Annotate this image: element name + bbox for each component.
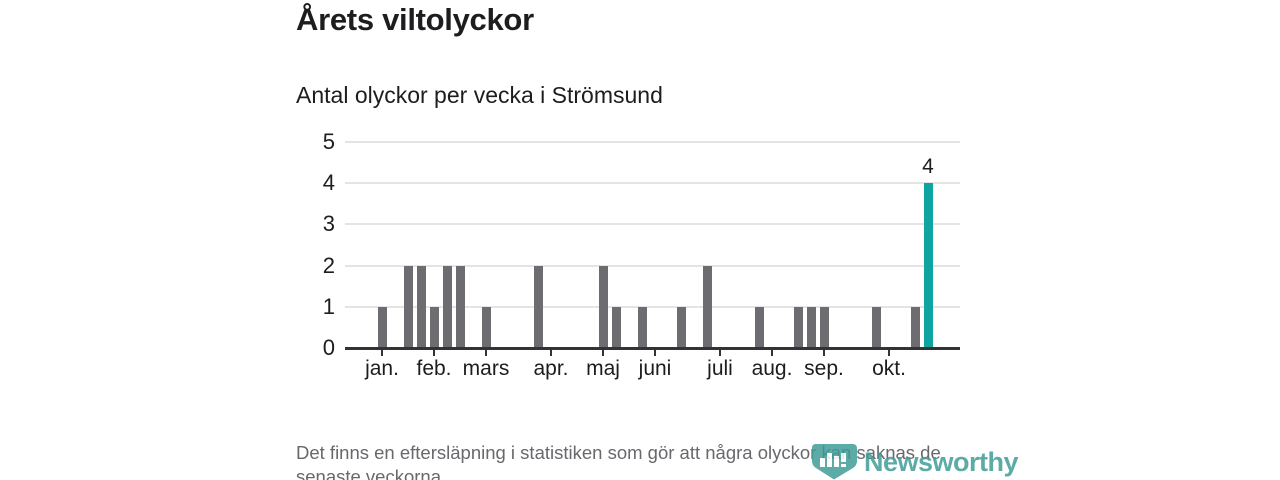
month-tick: [485, 349, 487, 356]
month-label: maj: [586, 357, 620, 380]
month-tick: [654, 349, 656, 356]
y-tick-label: 0: [322, 335, 335, 360]
bar-value-label: 4: [922, 155, 934, 179]
newsworthy-logo[interactable]: Newsworthy: [811, 444, 1019, 480]
gridline: [345, 223, 960, 226]
bar: [923, 183, 933, 348]
bar: [754, 306, 764, 348]
month-label: aug.: [751, 357, 793, 380]
y-tick-label: 1: [322, 293, 335, 319]
month-tick: [550, 349, 552, 356]
bar: [403, 265, 413, 348]
month-label: mars: [462, 357, 510, 380]
month-label: apr.: [533, 357, 569, 380]
chart-subtitle: Antal olyckor per vecka i Strömsund: [296, 82, 663, 108]
month-label: feb.: [416, 357, 452, 380]
y-tick-label: 5: [322, 129, 335, 154]
y-tick-label: 4: [322, 170, 335, 196]
bar: [416, 265, 426, 348]
month-label: juli: [707, 357, 733, 380]
bar: [676, 306, 686, 348]
bar: [702, 265, 712, 348]
x-axis-line: [345, 346, 960, 350]
month-tick: [771, 349, 773, 356]
bar: [793, 306, 803, 348]
y-tick-label: 2: [322, 252, 335, 278]
newsworthy-barchart-icon: [811, 444, 858, 480]
bar: [455, 265, 465, 348]
gridline: [345, 305, 960, 308]
bar: [819, 306, 829, 348]
month-label: okt.: [872, 357, 906, 380]
month-tick: [433, 349, 435, 356]
bar: [429, 306, 439, 348]
y-tick-label: 3: [322, 211, 335, 237]
month-label: jan.: [365, 357, 399, 380]
bar: [871, 306, 881, 348]
month-tick: [823, 349, 825, 356]
month-tick: [719, 349, 721, 356]
bar: [910, 306, 920, 348]
bar: [637, 306, 647, 348]
gridline: [345, 264, 960, 267]
month-tick: [602, 349, 604, 356]
bar: [533, 265, 543, 348]
bar: [481, 306, 491, 348]
month-label: sep.: [804, 357, 844, 380]
brand-name: Newsworthy: [864, 447, 1019, 477]
month-tick: [888, 349, 890, 356]
footer-note: Det finns en eftersläpning i statistiken…: [296, 442, 941, 480]
page-title: Årets viltolyckor: [296, 2, 534, 37]
bar: [377, 306, 387, 348]
bar: [598, 265, 608, 348]
bar: [611, 306, 621, 348]
gridline: [345, 141, 960, 143]
gridline: [345, 182, 960, 185]
bar: [442, 265, 452, 348]
month-label: juni: [638, 357, 672, 380]
month-tick: [381, 349, 383, 356]
bar: [806, 306, 816, 348]
